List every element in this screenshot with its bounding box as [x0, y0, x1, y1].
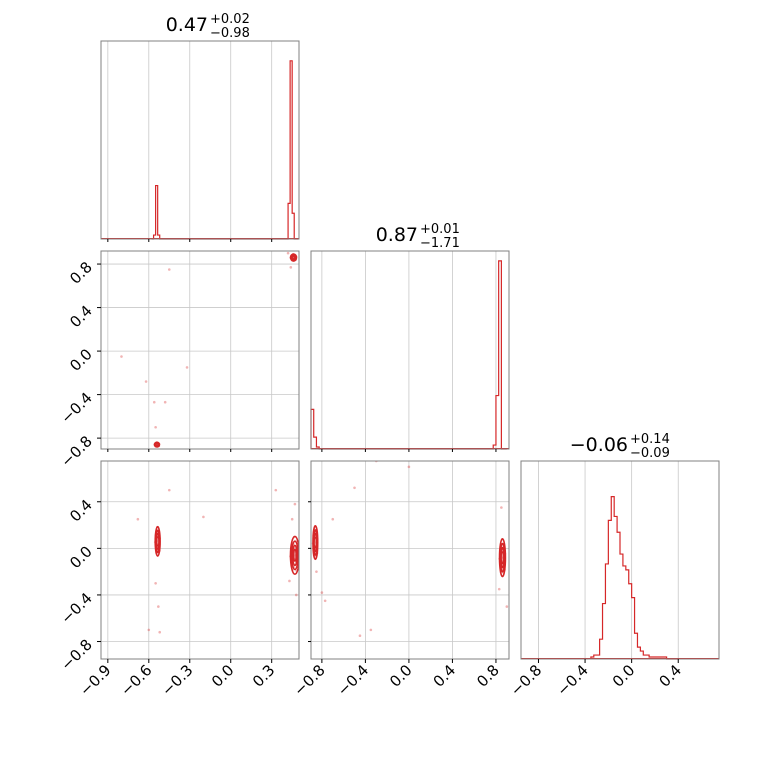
scatter-point: [202, 515, 205, 519]
contour-level: [154, 442, 160, 447]
x-tick-label: −0.6: [117, 661, 155, 699]
scatter-point: [407, 465, 411, 469]
frame-layer: [100, 40, 720, 660]
scatter-point: [286, 251, 290, 255]
histogram-steps: [590, 496, 679, 660]
data-layer: [101, 60, 719, 660]
x-tick-label: 0.3: [249, 661, 279, 691]
y-tick-label: 0.8: [66, 258, 96, 288]
contour-level: [291, 255, 296, 260]
scatter-point: [167, 268, 171, 271]
scatter-point: [157, 605, 160, 608]
x-tick-label: 0.8: [473, 661, 503, 691]
scatter-point: [505, 605, 509, 608]
scatter-point: [358, 634, 362, 638]
y-tick-label: 0.0: [66, 345, 96, 375]
scatter-point: [154, 581, 157, 585]
y-tick-label: −0.4: [57, 389, 95, 427]
y-tick-label: −0.4: [57, 589, 95, 627]
x-tick-label: −0.4: [334, 661, 372, 699]
histogram-title-2: −0.06 +0.14−0.09: [570, 432, 670, 461]
title-minus: −1.71: [420, 236, 460, 251]
title-plus: +0.14: [630, 432, 670, 447]
scatter-point: [497, 587, 501, 591]
title-median: 0.47: [166, 14, 208, 36]
x-tick-label: −0.8: [507, 661, 545, 699]
scatter-point: [144, 380, 148, 383]
x-tick-label: 0.0: [208, 661, 238, 691]
scatter-point: [163, 400, 167, 404]
histogram-panel-0: [100, 40, 300, 240]
scatter-point: [500, 506, 503, 509]
title-plus: +0.02: [210, 12, 250, 27]
scatter-point: [154, 425, 157, 429]
scatter-point: [147, 628, 151, 632]
y-tick-label: −0.8: [57, 432, 95, 470]
x-tick-label: −0.8: [290, 661, 328, 699]
scatter-point: [152, 400, 156, 404]
grid-layer: [101, 41, 679, 659]
scatter-point: [274, 488, 278, 492]
contour-level: [500, 551, 505, 565]
x-tick-label: −0.9: [76, 661, 114, 699]
contour-group-2-0: [136, 488, 299, 634]
title-layer: 0.47 +0.02−0.980.87 +0.01−1.71−0.06 +0.14−0…: [166, 12, 670, 461]
title-median: 0.87: [376, 224, 418, 246]
contour-group-2-1: [311, 461, 509, 638]
contour-level: [290, 540, 299, 571]
x-tick-label: −0.4: [553, 661, 591, 699]
scatter-point: [315, 570, 318, 573]
scatter-point: [323, 599, 327, 603]
contour-panel-2-0: [100, 460, 300, 660]
x-tick-label: 0.0: [609, 661, 639, 691]
scatter-point: [331, 517, 335, 521]
y-tick-label: 0.4: [66, 302, 96, 332]
contour-level: [291, 544, 299, 567]
x-tick-label: −0.3: [158, 661, 196, 699]
scatter-point: [320, 591, 324, 594]
x-tick-label: 0.4: [655, 661, 685, 691]
title-plus: +0.01: [420, 222, 460, 237]
contour-panel-1-0: [100, 250, 300, 450]
histogram-panel-2: [520, 460, 720, 660]
scatter-point: [293, 502, 297, 506]
scatter-point: [353, 486, 356, 490]
scatter-point: [158, 630, 162, 634]
histogram-title-0: 0.47 +0.02−0.98: [166, 12, 250, 41]
scatter-point: [136, 517, 140, 521]
scatter-point: [120, 355, 123, 358]
scatter-point: [185, 366, 189, 369]
scatter-point: [290, 517, 294, 521]
contour-level: [289, 535, 299, 576]
scatter-point: [289, 266, 293, 269]
scatter-point: [167, 488, 171, 492]
histogram-panel-1: [310, 250, 510, 450]
contour-level: [313, 536, 318, 549]
title-minus: −0.09: [630, 446, 670, 461]
histogram-steps: [151, 60, 299, 240]
contour-level: [155, 536, 160, 547]
x-tick-label: 0.0: [386, 661, 416, 691]
scatter-point: [369, 628, 373, 632]
y-tick-label: 0.4: [66, 496, 96, 526]
histogram-title-1: 0.87 +0.01−1.71: [376, 222, 460, 251]
y-tick-label: 0.0: [66, 542, 96, 572]
title-median: −0.06: [570, 434, 628, 456]
x-tick-label: 0.4: [430, 661, 460, 691]
scatter-point: [294, 593, 298, 597]
contour-group-1-0: [120, 251, 298, 448]
scatter-point: [288, 579, 291, 583]
title-minus: −0.98: [210, 26, 250, 41]
contour-level: [292, 548, 298, 562]
y-tick-label: −0.8: [57, 636, 95, 674]
contour-panel-2-1: [310, 460, 510, 660]
